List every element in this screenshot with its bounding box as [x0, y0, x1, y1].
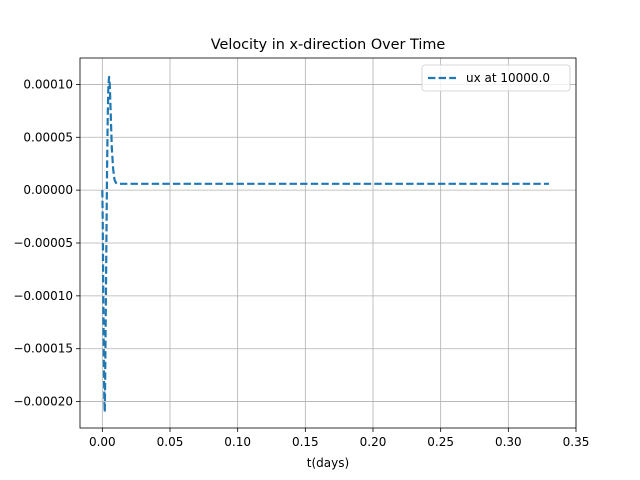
legend-box — [421, 64, 571, 92]
series-layer — [101, 75, 549, 414]
series-line — [101, 75, 549, 414]
y-tick-label: −0.00005 — [13, 236, 73, 250]
x-tick-label: 0.10 — [224, 435, 251, 449]
y-tick-label: −0.00010 — [13, 289, 73, 303]
y-axis: −0.00020 −0.00015 −0.00010 −0.00005 0.00000 0… — [13, 77, 80, 409]
x-tick-label: 0.30 — [495, 435, 522, 449]
y-tick-label: 0.00010 — [23, 77, 73, 91]
y-tick-label: −0.00015 — [13, 342, 73, 356]
x-tick-label: 0.20 — [360, 435, 387, 449]
y-tick-label: 0.00005 — [23, 130, 73, 144]
x-axis: 0.00 0.05 0.10 0.15 0.20 0.25 0.30 0.35 — [89, 428, 589, 449]
x-axis-label: t(days) — [307, 456, 349, 470]
y-tick-label: 0.00000 — [23, 183, 73, 197]
chart-title: Velocity in x-direction Over Time — [211, 37, 446, 53]
x-tick-label: 0.25 — [427, 435, 454, 449]
x-tick-label: 0.15 — [292, 435, 319, 449]
y-tick-label: −0.00020 — [13, 395, 73, 409]
x-tick-label: 0.05 — [157, 435, 184, 449]
legend-label: ux at 10000.0 — [466, 71, 550, 85]
x-tick-label: 0.00 — [89, 435, 116, 449]
x-tick-label: 0.35 — [563, 435, 590, 449]
legend: ux at 10000.0 — [421, 64, 571, 92]
